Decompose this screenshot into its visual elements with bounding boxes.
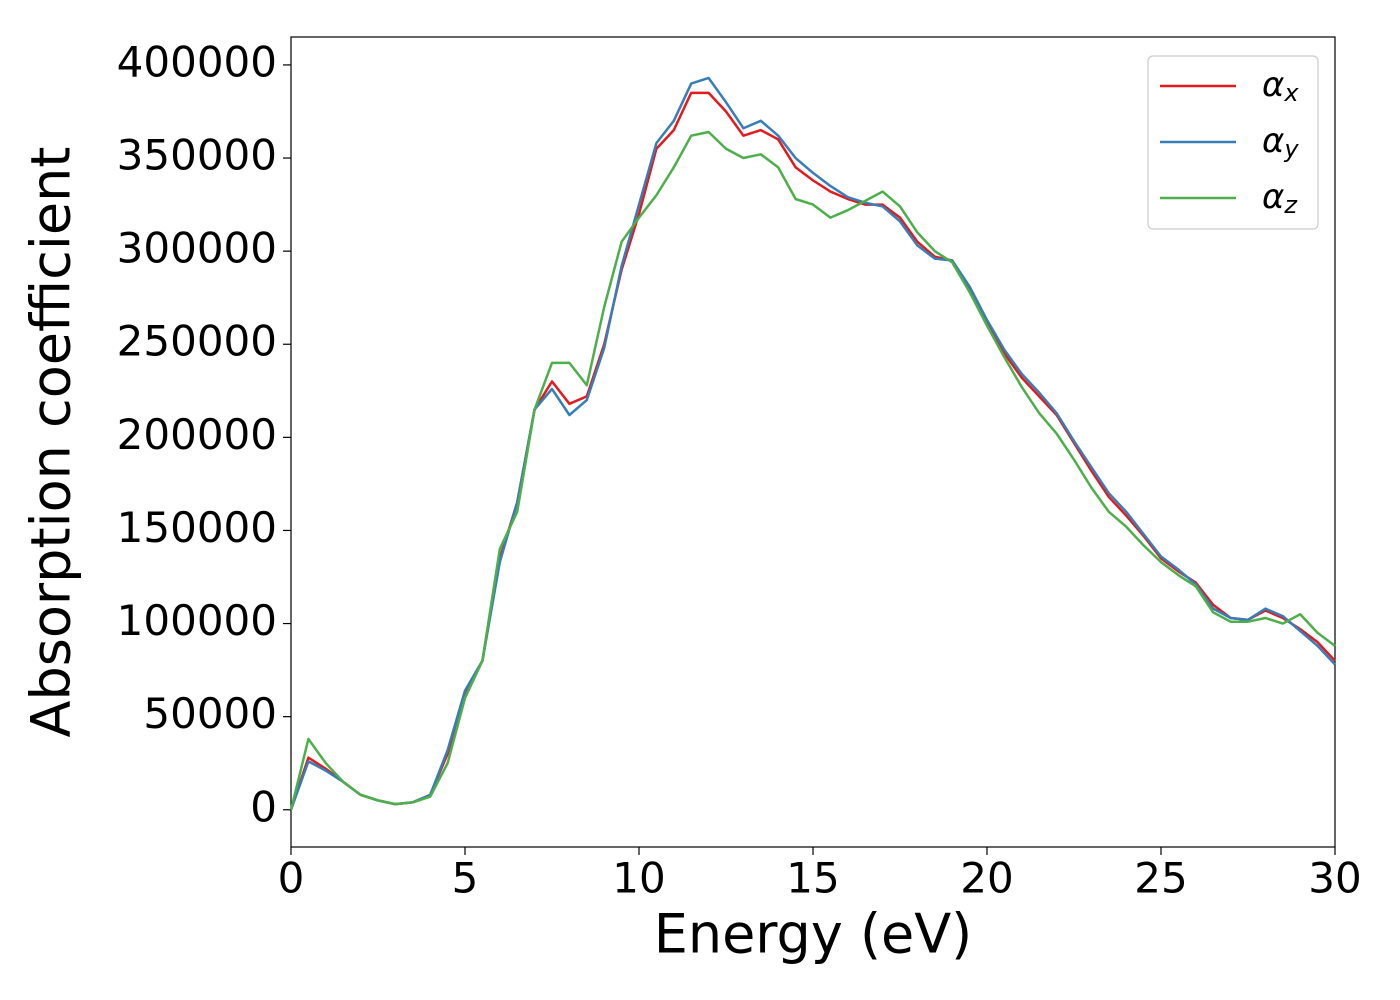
x-tick-label: 25 — [1134, 854, 1187, 903]
y-tick-label: 300000 — [117, 224, 277, 273]
y-tick-label: 200000 — [117, 410, 277, 459]
y-tick-label: 150000 — [117, 503, 277, 552]
x-tick-label: 5 — [452, 854, 479, 903]
x-axis-label: Energy (eV) — [654, 903, 973, 966]
x-tick-label: 0 — [278, 854, 305, 903]
x-tick-label: 10 — [612, 854, 665, 903]
x-tick-label: 30 — [1308, 854, 1361, 903]
y-axis-label: Absorption coefficient — [20, 147, 83, 738]
y-tick-label: 250000 — [117, 317, 277, 366]
y-tick-label: 400000 — [117, 37, 277, 86]
legend-label: αx — [1262, 65, 1299, 108]
y-tick-label: 0 — [250, 782, 277, 831]
legend-label: αz — [1262, 177, 1298, 220]
x-tick-label: 20 — [960, 854, 1013, 903]
y-tick-label: 350000 — [117, 131, 277, 180]
series-line — [289, 76, 1336, 811]
x-tick-label: 15 — [786, 854, 839, 903]
legend-label: αy — [1262, 121, 1299, 164]
series-line — [289, 130, 1336, 811]
y-tick-label: 100000 — [117, 596, 277, 645]
y-tick-label: 50000 — [143, 689, 277, 738]
